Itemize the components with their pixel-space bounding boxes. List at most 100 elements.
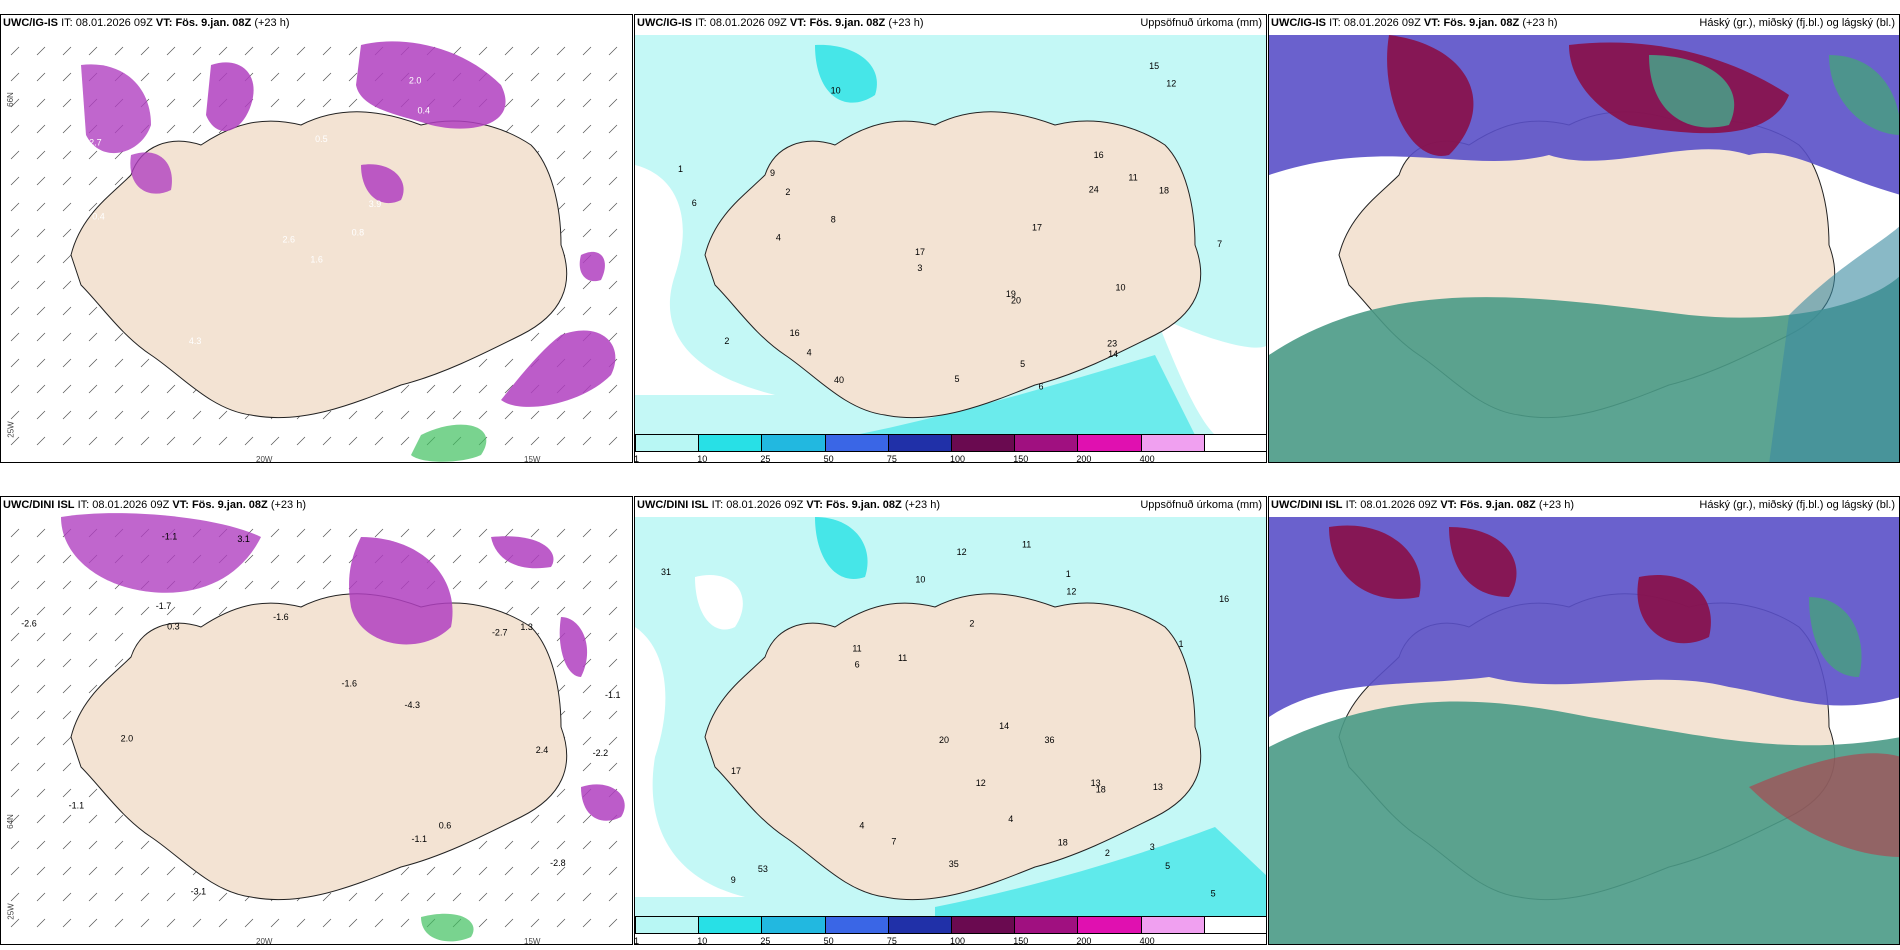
panel-dini-precip[interactable]: UWC/DINI ISL IT: 08.01.2026 09Z VT: Fös.… [634, 496, 1267, 945]
wind-barb [114, 384, 124, 394]
value-label: 2.4 [536, 745, 549, 755]
panel-title: UWC/DINI ISL IT: 08.01.2026 09Z VT: Fös.… [1271, 499, 1574, 511]
wind-barb [10, 632, 20, 642]
value-label: 53 [758, 864, 768, 874]
legend-swatch: 10 [697, 916, 762, 944]
wind-barb [62, 280, 72, 290]
wind-barb [88, 384, 98, 394]
wind-barb [504, 72, 514, 82]
value-label: 36 [1044, 735, 1054, 745]
iceland-land [704, 111, 1202, 419]
panel-ig-wind-temp[interactable]: UWC/IG-IS IT: 08.01.2026 09Z VT: Fös. 9.… [0, 14, 633, 463]
wind-barb [400, 918, 410, 928]
wind-barb [270, 918, 280, 928]
value-label: 1 [1178, 639, 1183, 649]
value-label: 0.4 [92, 211, 105, 221]
legend-label: 150 [1013, 936, 1029, 945]
wind-barb [322, 436, 332, 446]
value-label: 2.0 [121, 733, 134, 743]
wind-barb [62, 124, 72, 134]
legend-label: 200 [1076, 936, 1092, 945]
wind-barb [608, 72, 618, 82]
value-label: 4.3 [189, 336, 202, 346]
value-label: 4 [807, 348, 812, 358]
value-label: -4.3 [404, 700, 420, 710]
wind-barb [270, 46, 280, 56]
wind-barb [504, 436, 514, 446]
lat-label-25w: 25W [6, 421, 16, 438]
wind-barb [10, 384, 20, 394]
wind-barb [62, 306, 72, 316]
value-label: -2.7 [492, 627, 508, 637]
wind-barb [36, 892, 46, 902]
wind-barb [192, 124, 202, 134]
panel-dini-clouds[interactable]: UWC/DINI ISL IT: 08.01.2026 09Z VT: Fös.… [1268, 496, 1900, 945]
wind-barb [478, 840, 488, 850]
wind-barb [270, 98, 280, 108]
wind-barb [10, 684, 20, 694]
wind-barb [608, 436, 618, 446]
wind-barb [62, 892, 72, 902]
wind-barb [426, 528, 436, 538]
value-label: 7 [1217, 239, 1222, 249]
wind-barb [36, 306, 46, 316]
wind-barb [218, 580, 228, 590]
convective-areas [81, 41, 616, 462]
legend-label: 50 [823, 936, 834, 945]
value-label: 1 [1066, 569, 1071, 579]
wind-barb [36, 280, 46, 290]
wind-barb [556, 606, 566, 616]
panel-ig-clouds[interactable]: UWC/IG-IS IT: 08.01.2026 09Z VT: Fös. 9.… [1268, 14, 1900, 463]
wind-barb [556, 788, 566, 798]
value-label: 10 [915, 574, 925, 584]
wind-barb [192, 892, 202, 902]
legend-swatch: 100 [950, 434, 1015, 462]
wind-barb [218, 892, 228, 902]
legend-swatch: 400 [1140, 916, 1204, 944]
legend-label: 75 [886, 454, 897, 463]
wind-barb [88, 788, 98, 798]
wind-barb [166, 436, 176, 446]
value-label: 12 [976, 778, 986, 788]
wind-barb [192, 46, 202, 56]
wind-barb [62, 866, 72, 876]
wind-barb [452, 384, 462, 394]
value-label: 10 [831, 86, 841, 96]
wind-barb [582, 280, 592, 290]
wind-barb [270, 554, 280, 564]
wind-barb [322, 72, 332, 82]
wind-barb [556, 72, 566, 82]
wind-barb [270, 580, 280, 590]
value-label: 0.4 [417, 105, 430, 115]
wind-barb [608, 202, 618, 212]
wind-barb [62, 98, 72, 108]
wind-barb [556, 98, 566, 108]
panel-title: UWC/IG-IS IT: 08.01.2026 09Z VT: Fös. 9.… [3, 17, 290, 29]
wind-barb [530, 840, 540, 850]
panel-ig-precip[interactable]: UWC/IG-IS IT: 08.01.2026 09Z VT: Fös. 9.… [634, 14, 1267, 463]
wind-barb [608, 762, 618, 772]
wind-barb [10, 254, 20, 264]
wind-barb [10, 150, 20, 160]
value-label: -1.1 [69, 801, 85, 811]
wind-barb [504, 528, 514, 538]
panel-dini-wind-temp[interactable]: UWC/DINI ISL IT: 08.01.2026 09Z VT: Fös.… [0, 496, 633, 945]
wind-barb [62, 554, 72, 564]
wind-barb [582, 410, 592, 420]
wind-barb [36, 658, 46, 668]
wind-barb [478, 410, 488, 420]
wind-barb [608, 46, 618, 56]
wind-barb [140, 436, 150, 446]
wind-barb [166, 72, 176, 82]
wind-barb [36, 866, 46, 876]
wind-barb [530, 72, 540, 82]
wind-barb [36, 98, 46, 108]
value-label: 13 [1091, 778, 1101, 788]
wind-barb [530, 866, 540, 876]
wind-barb [244, 918, 254, 928]
wind-barb [608, 384, 618, 394]
wind-barb [36, 736, 46, 746]
wind-barb [192, 436, 202, 446]
panel-title: UWC/IG-IS IT: 08.01.2026 09Z VT: Fös. 9.… [637, 17, 924, 29]
value-label: 3 [1150, 842, 1155, 852]
